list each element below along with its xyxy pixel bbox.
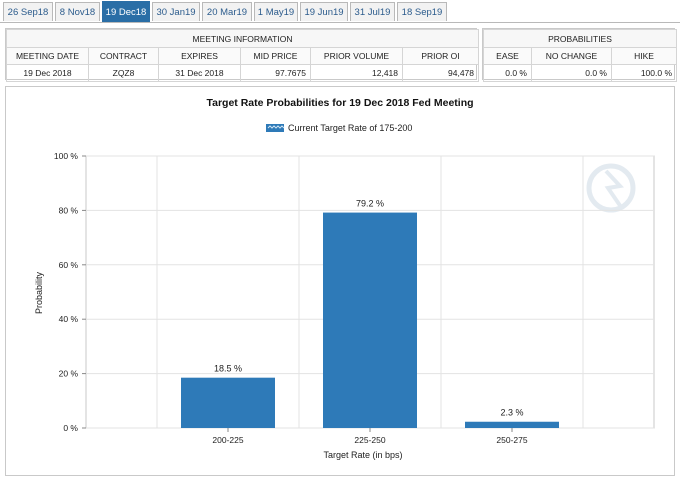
bar-200-225[interactable]	[181, 377, 275, 428]
tab-26-sep18[interactable]: 26 Sep18	[3, 2, 53, 21]
meeting-info-value-4: 12,418	[310, 64, 403, 82]
bar-250-275[interactable]	[465, 421, 559, 428]
legend: Current Target Rate of 175-200	[266, 123, 412, 133]
legend-label: Current Target Rate of 175-200	[288, 123, 412, 133]
probabilities-value-0: 0.0 %	[483, 64, 532, 82]
tab-19-jun19[interactable]: 19 Jun19	[300, 2, 348, 21]
bar-data-label: 18.5 %	[214, 364, 242, 374]
tab-31-jul19[interactable]: 31 Jul19	[350, 2, 395, 21]
bar-data-label: 2.3 %	[500, 408, 523, 418]
meeting-info-value-1: ZQZ8	[88, 64, 159, 82]
probabilities-header-2: HIKE	[610, 47, 678, 65]
meeting-information-panel: MEETING INFORMATION MEETING DATE CONTRACT…	[5, 28, 480, 82]
probabilities-table: PROBABILITIES EASE NO CHANGE HIKE 0.0 % 0.0…	[482, 29, 678, 82]
quikstrike-logo-icon	[586, 163, 636, 213]
meeting-info-value-2: 31 Dec 2018	[158, 64, 241, 82]
meeting-info-header-5: PRIOR OI	[401, 47, 480, 65]
meeting-info-value-5: 94,478	[401, 64, 480, 82]
y-tick-label: 80 %	[59, 205, 79, 215]
meeting-information-title: MEETING INFORMATION	[5, 29, 480, 48]
y-tick-label: 0 %	[63, 423, 78, 433]
x-tick-label: 200-225	[212, 435, 243, 445]
probabilities-header-0: EASE	[483, 47, 532, 65]
tab-1-may19[interactable]: 1 May19	[254, 2, 298, 21]
legend-swatch	[266, 124, 284, 132]
meeting-information-table: MEETING INFORMATION MEETING DATE CONTRACT…	[5, 29, 480, 82]
chart-container: Target Rate Probabilities for 19 Dec 201…	[5, 86, 675, 476]
y-tick-label: 60 %	[59, 260, 79, 270]
meeting-info-value-0: 19 Dec 2018	[6, 64, 89, 82]
tab-30-jan19[interactable]: 30 Jan19	[152, 2, 200, 21]
x-tick-label: 225-250	[354, 435, 385, 445]
probability-chart: Target Rate Probabilities for 19 Dec 201…	[34, 97, 655, 460]
probabilities-title: PROBABILITIES	[482, 29, 678, 48]
x-tick-label: 250-275	[496, 435, 527, 445]
meeting-info-header-1: CONTRACT	[88, 47, 159, 65]
meeting-info-header-2: EXPIRES	[158, 47, 241, 65]
probabilities-header-1: NO CHANGE	[531, 47, 612, 65]
tab-19-dec18[interactable]: 19 Dec18	[102, 1, 150, 22]
y-axis-label: Probability	[34, 271, 44, 314]
bar-225-250[interactable]	[323, 212, 417, 428]
bar-data-label: 79.2 %	[356, 199, 384, 209]
meeting-info-header-3: MID PRICE	[240, 47, 311, 65]
probabilities-panel: PROBABILITIES EASE NO CHANGE HIKE 0.0 % 0.0…	[482, 28, 678, 82]
meeting-info-header-0: MEETING DATE	[6, 47, 89, 65]
y-tick-label: 20 %	[59, 369, 79, 379]
legend-swatch-pattern-icon	[267, 125, 285, 129]
tab-18-sep19[interactable]: 18 Sep19	[397, 2, 447, 21]
chart-title: Target Rate Probabilities for 19 Dec 201…	[206, 97, 473, 109]
y-tick-label: 100 %	[54, 151, 79, 161]
meeting-info-header-4: PRIOR VOLUME	[310, 47, 403, 65]
probabilities-value-1: 0.0 %	[531, 64, 612, 82]
x-axis-label: Target Rate (in bps)	[323, 450, 402, 460]
tab-20-mar19[interactable]: 20 Mar19	[202, 2, 252, 21]
meeting-info-value-3: 97.7675	[240, 64, 311, 82]
probabilities-value-2: 100.0 %	[610, 64, 678, 82]
y-tick-label: 40 %	[59, 314, 79, 324]
tab-8-nov18[interactable]: 8 Nov18	[55, 2, 100, 21]
meeting-tabs: 26 Sep18 8 Nov18 19 Dec18 30 Jan19 20 Mar19 1…	[0, 0, 680, 23]
